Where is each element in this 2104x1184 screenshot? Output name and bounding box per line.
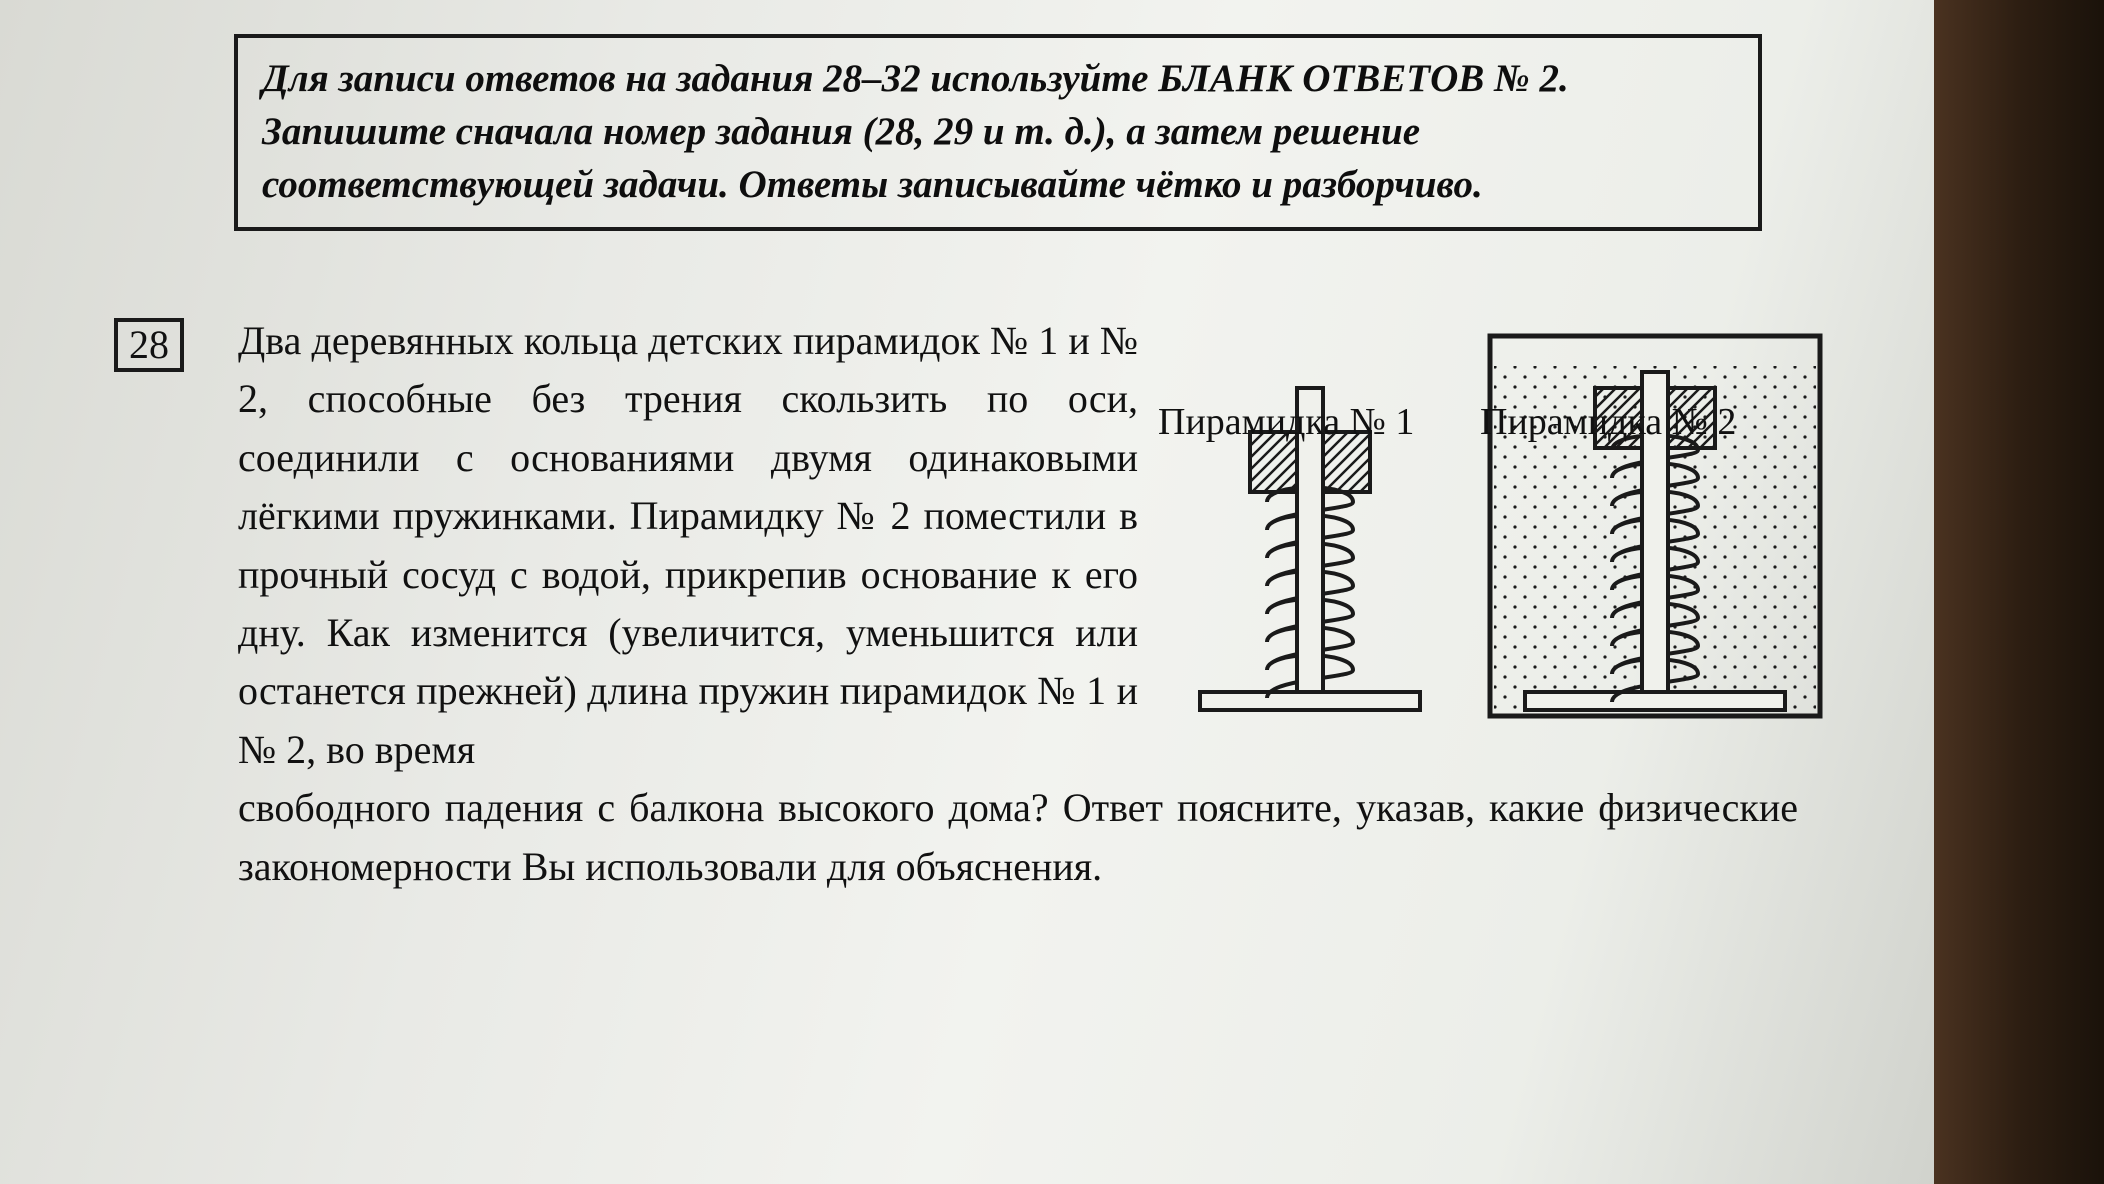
problem-text-1: Два деревянных кольца детских пирамидок … [238,318,1138,772]
figures-area [1160,312,1830,752]
problem-text-beside-figure: Два деревянных кольца детских пирамидок … [238,312,1138,779]
problem-text-2: свободного падения с балкона высокого до… [238,785,1798,888]
caption-fig1: Пирамидка № 1 [1158,400,1414,444]
problem-number: 28 [129,322,169,367]
page: Для записи ответов на задания 28–32 испо… [0,0,1940,1184]
problem-number-box: 28 [114,318,184,372]
instruction-text: Для записи ответов на задания 28–32 испо… [262,57,1569,206]
desk-edge [1934,0,2104,1184]
figure-pyramid-1 [1160,312,1460,752]
instruction-box: Для записи ответов на задания 28–32 испо… [234,34,1762,231]
caption-fig2: Пирамидка № 2 [1480,400,1736,444]
figure-pyramid-2 [1480,312,1830,752]
problem-text-below-figure: свободного падения с балкона высокого до… [238,779,1798,896]
